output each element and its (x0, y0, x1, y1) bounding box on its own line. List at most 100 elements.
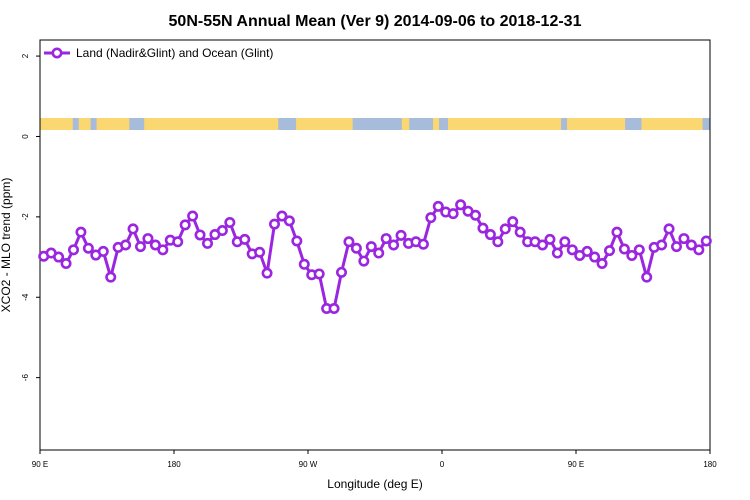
data-point (670, 241, 682, 253)
data-point (75, 226, 87, 238)
data-point (283, 215, 295, 227)
data-point (484, 229, 496, 241)
data-point (581, 245, 593, 257)
land-segment (40, 118, 73, 130)
data-point (179, 219, 191, 231)
data-point (298, 258, 310, 270)
x-tick-label: 180 (167, 460, 181, 469)
data-point (120, 239, 132, 251)
data-point (202, 237, 214, 249)
data-point (469, 209, 481, 221)
data-point (261, 267, 273, 279)
data-point (507, 216, 519, 228)
data-point (224, 216, 236, 228)
data-point (157, 244, 169, 256)
legend-entry-label: Land (Nadir&Glint) and Ocean (Glint) (76, 46, 273, 60)
y-tick-label: -4 (21, 293, 30, 301)
data-point (603, 245, 615, 257)
data-point (276, 210, 288, 222)
x-tick-label: 90 E (568, 460, 584, 469)
land-segment (433, 118, 440, 130)
y-tick-label: 2 (21, 53, 30, 58)
x-tick-label: 90 W (299, 460, 318, 469)
data-point (633, 244, 645, 256)
land-segment (144, 118, 279, 130)
data-point (417, 238, 429, 250)
land-segment (641, 118, 703, 130)
data-point (380, 233, 392, 245)
data-point (551, 247, 563, 259)
x-tick-label: 180 (703, 460, 717, 469)
land-segment (567, 118, 626, 130)
data-point (685, 239, 697, 251)
data-point (559, 236, 571, 248)
y-tick-label: -6 (21, 374, 30, 382)
data-point (335, 266, 347, 278)
legend-marker (51, 47, 63, 59)
data-point (693, 244, 705, 256)
data-point (68, 244, 80, 256)
data-point (82, 242, 94, 254)
data-point (105, 271, 117, 283)
data-point (536, 239, 548, 251)
land-segment (447, 118, 562, 130)
data-point (499, 223, 511, 235)
data-point (291, 235, 303, 247)
data-point (388, 239, 400, 251)
data-point (350, 242, 362, 254)
data-point (373, 247, 385, 259)
x-tick-label: 90 E (32, 460, 48, 469)
data-point (700, 235, 712, 247)
data-point (127, 223, 139, 235)
data-point (544, 233, 556, 245)
y-axis-label: XCO2 - MLO trend (ppm) (0, 178, 13, 313)
data-point (589, 251, 601, 263)
data-point (268, 218, 280, 230)
land-segment (78, 118, 91, 130)
data-point (142, 233, 154, 245)
data-point (492, 236, 504, 248)
data-point (254, 246, 266, 258)
x-axis: 90 E 180 90 W 0 90 E 180 (32, 450, 717, 469)
y-tick-label: -2 (21, 213, 30, 221)
data-point (432, 200, 444, 212)
data-point (53, 251, 65, 263)
land-segment (96, 118, 130, 130)
chart-title: 50N-55N Annual Mean (Ver 9) 2014-09-06 t… (169, 13, 582, 30)
data-point (425, 212, 437, 224)
data-point (656, 239, 668, 251)
x-tick-label: 0 (440, 460, 445, 469)
data-point (611, 226, 623, 238)
data-point (514, 226, 526, 238)
data-point (663, 223, 675, 235)
data-point (187, 210, 199, 222)
legend: Land (Nadir&Glint) and Ocean (Glint) (44, 46, 273, 60)
data-point (566, 244, 578, 256)
data-point (343, 236, 355, 248)
data-point (149, 239, 161, 251)
data-point (239, 233, 251, 245)
data-point (194, 229, 206, 241)
land-segment (296, 118, 353, 130)
data-point (60, 257, 72, 269)
data-point (447, 208, 459, 220)
land-ocean-band (40, 118, 710, 130)
data-point (626, 249, 638, 261)
data-point (172, 236, 184, 248)
data-point (641, 271, 653, 283)
data-point (395, 229, 407, 241)
data-point (618, 243, 630, 255)
data-point (596, 257, 608, 269)
data-point (216, 225, 228, 237)
series-layer (38, 199, 712, 315)
data-point (97, 245, 109, 257)
x-axis-label: Longitude (deg E) (327, 477, 422, 491)
data-point (358, 255, 370, 267)
data-point (678, 233, 690, 245)
data-point (328, 303, 340, 315)
data-point (313, 268, 325, 280)
data-point (135, 241, 147, 253)
land-segment (401, 118, 410, 130)
y-axis: 2 0 -2 -4 -6 (21, 53, 40, 381)
